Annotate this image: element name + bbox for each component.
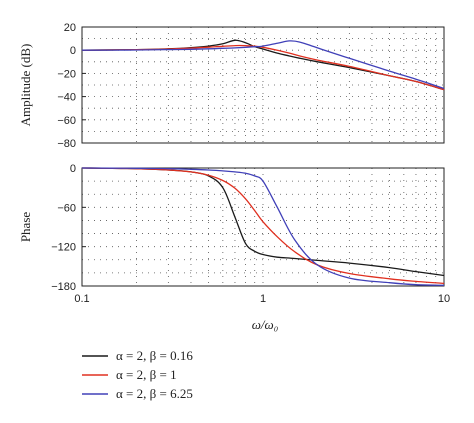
phase-xtick-label: 0.1 [74, 293, 89, 305]
amplitude-plot-frame [81, 26, 445, 144]
amplitude-ytick-label: −20 [57, 68, 76, 80]
amplitude-series-line-2 [81, 44, 445, 91]
amplitude-ytick-label: −40 [57, 92, 76, 104]
phase-xtick-label: 1 [260, 293, 266, 305]
amplitude-series-line-3 [81, 40, 445, 90]
phase-ytick-label: −60 [57, 202, 76, 214]
phase-series-line-3 [81, 167, 445, 286]
phase-series-line-2 [81, 167, 445, 285]
phase-ylabel: Phase [18, 212, 33, 243]
amplitude-ytick-label: −80 [57, 138, 76, 150]
legend-label-1: α = 2, β = 0.16 [116, 348, 193, 363]
amplitude-ytick-label: 20 [64, 22, 76, 34]
x-axis-label: ω/ω₀ [252, 317, 279, 332]
amplitude-ytick-label: −60 [57, 115, 76, 127]
phase-ytick-label: 0 [70, 163, 76, 175]
phase-ytick-label: −180 [51, 281, 76, 293]
legend-label-3: α = 2, β = 6.25 [116, 386, 193, 401]
legend-label-2: α = 2, β = 1 [116, 367, 177, 382]
phase-plot-frame [81, 167, 445, 287]
phase-xtick-label: 10 [438, 293, 450, 305]
amplitude-ylabel: Amplitude (dB) [18, 44, 33, 127]
phase-ytick-label: −120 [51, 242, 76, 254]
amplitude-ytick-label: 0 [70, 45, 76, 57]
